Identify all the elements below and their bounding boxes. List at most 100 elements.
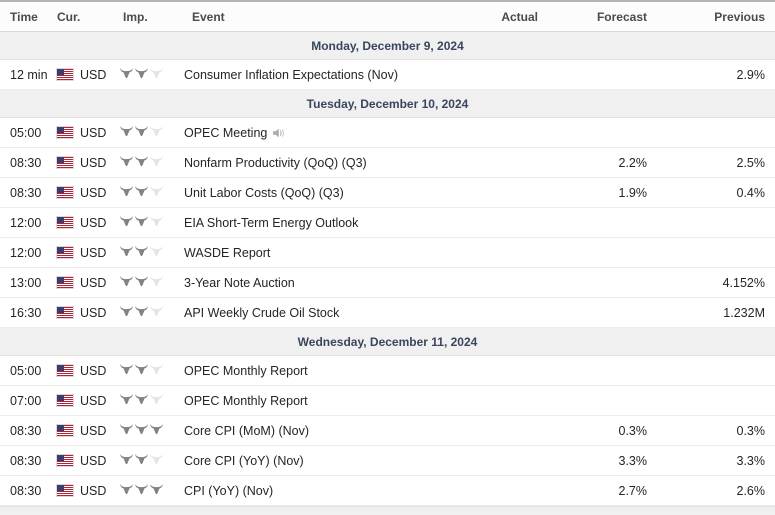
- event-time: 07:00: [0, 385, 47, 416]
- event-label: OPEC Meeting: [184, 125, 268, 140]
- event-row[interactable]: 08:30 USD Core CPI (YoY) (Nov) 3.3% 3.3%: [0, 445, 775, 476]
- event-currency: USD: [47, 355, 113, 386]
- us-flag-icon: [57, 127, 73, 138]
- event-time: 13:00: [0, 267, 47, 298]
- event-forecast: [548, 297, 657, 328]
- us-flag-icon: [57, 395, 73, 406]
- event-importance: [113, 147, 182, 178]
- bull-icon: [135, 453, 148, 464]
- bull-icon: [135, 185, 148, 196]
- us-flag-icon: [57, 277, 73, 288]
- bull-icon: [120, 483, 133, 494]
- event-previous: [657, 207, 775, 238]
- us-flag-icon: [57, 365, 73, 376]
- event-actual: [468, 117, 548, 148]
- event-row[interactable]: 08:30 USD Core CPI (MoM) (Nov) 0.3% 0.3%: [0, 415, 775, 446]
- column-header-time: Time: [0, 1, 47, 32]
- bull-icon: [120, 363, 133, 374]
- event-label: OPEC Monthly Report: [184, 363, 308, 378]
- event-label: Nonfarm Productivity (QoQ) (Q3): [184, 155, 367, 170]
- event-name[interactable]: Core CPI (YoY) (Nov): [182, 445, 468, 476]
- event-row[interactable]: 12 min USD Consumer Inflation Expectation…: [0, 59, 775, 90]
- bull-icon: [135, 245, 148, 256]
- event-name[interactable]: OPEC Meeting: [182, 117, 468, 148]
- event-forecast: 0.3%: [548, 415, 657, 446]
- currency-code: USD: [80, 67, 107, 82]
- currency-code: USD: [80, 393, 107, 408]
- event-importance: [113, 385, 182, 416]
- event-forecast: 2.7%: [548, 475, 657, 506]
- event-time: 05:00: [0, 117, 47, 148]
- event-row[interactable]: 13:00 USD 3-Year Note Auction 4.152%: [0, 267, 775, 298]
- bull-icon: [150, 483, 163, 494]
- event-name[interactable]: WASDE Report: [182, 237, 468, 268]
- event-actual: [468, 207, 548, 238]
- date-section-label: Tuesday, December 10, 2024: [0, 89, 775, 118]
- event-row[interactable]: 08:30 USD CPI (YoY) (Nov) 2.7% 2.6%: [0, 475, 775, 506]
- bull-icon: [120, 155, 133, 166]
- event-importance: [113, 297, 182, 328]
- column-header-actual: Actual: [468, 1, 548, 32]
- currency-code: USD: [80, 215, 107, 230]
- event-name[interactable]: EIA Short-Term Energy Outlook: [182, 207, 468, 238]
- event-importance: [113, 177, 182, 208]
- event-currency: USD: [47, 267, 113, 298]
- event-row[interactable]: 08:30 USD Unit Labor Costs (QoQ) (Q3) 1.9%…: [0, 177, 775, 208]
- event-forecast: [548, 267, 657, 298]
- event-name[interactable]: Core CPI (MoM) (Nov): [182, 415, 468, 446]
- event-name[interactable]: API Weekly Crude Oil Stock: [182, 297, 468, 328]
- event-row[interactable]: 05:00 USD OPEC Monthly Report: [0, 355, 775, 386]
- bull-icon: [120, 185, 133, 196]
- event-label: Core CPI (MoM) (Nov): [184, 423, 310, 438]
- event-row[interactable]: 16:30 USD API Weekly Crude Oil Stock 1.232…: [0, 297, 775, 328]
- event-actual: [468, 415, 548, 446]
- event-previous: [657, 117, 775, 148]
- event-name[interactable]: Unit Labor Costs (QoQ) (Q3): [182, 177, 468, 208]
- event-name[interactable]: CPI (YoY) (Nov): [182, 475, 468, 506]
- currency-code: USD: [80, 125, 107, 140]
- us-flag-icon: [57, 247, 73, 258]
- event-previous: [657, 237, 775, 268]
- event-label: OPEC Monthly Report: [184, 393, 308, 408]
- bull-icon: [120, 245, 133, 256]
- currency-code: USD: [80, 363, 107, 378]
- event-row[interactable]: 08:30 USD Nonfarm Productivity (QoQ) (Q3)…: [0, 147, 775, 178]
- event-actual: [468, 445, 548, 476]
- us-flag-icon: [57, 485, 73, 496]
- event-importance: [113, 475, 182, 506]
- event-previous: 1.232M: [657, 297, 775, 328]
- date-section-row: Monday, December 9, 2024: [0, 31, 775, 60]
- event-row[interactable]: 05:00 USD OPEC Meeting: [0, 117, 775, 148]
- event-label: EIA Short-Term Energy Outlook: [184, 215, 359, 230]
- event-name[interactable]: OPEC Monthly Report: [182, 355, 468, 386]
- bull-icon: [150, 67, 163, 78]
- event-name[interactable]: 3-Year Note Auction: [182, 267, 468, 298]
- event-label: Core CPI (YoY) (Nov): [184, 453, 304, 468]
- bull-icon: [120, 423, 133, 434]
- event-currency: USD: [47, 297, 113, 328]
- event-actual: [468, 355, 548, 386]
- bull-icon: [120, 215, 133, 226]
- event-row[interactable]: 12:00 USD WASDE Report: [0, 237, 775, 268]
- bull-icon: [120, 67, 133, 78]
- event-name[interactable]: Nonfarm Productivity (QoQ) (Q3): [182, 147, 468, 178]
- event-name[interactable]: OPEC Monthly Report: [182, 385, 468, 416]
- bull-icon: [150, 423, 163, 434]
- event-label: Unit Labor Costs (QoQ) (Q3): [184, 185, 344, 200]
- event-currency: USD: [47, 207, 113, 238]
- event-row[interactable]: 12:00 USD EIA Short-Term Energy Outlook: [0, 207, 775, 238]
- bull-icon: [150, 393, 163, 404]
- event-currency: USD: [47, 475, 113, 506]
- event-forecast: [548, 237, 657, 268]
- event-name[interactable]: Consumer Inflation Expectations (Nov): [182, 59, 468, 90]
- bull-icon: [150, 453, 163, 464]
- bull-icon: [135, 275, 148, 286]
- bull-icon: [120, 393, 133, 404]
- column-header-currency: Cur.: [47, 1, 113, 32]
- event-time: 05:00: [0, 355, 47, 386]
- event-previous: [657, 385, 775, 416]
- currency-code: USD: [80, 305, 107, 320]
- event-row[interactable]: 07:00 USD OPEC Monthly Report: [0, 385, 775, 416]
- event-previous: 2.6%: [657, 475, 775, 506]
- event-actual: [468, 385, 548, 416]
